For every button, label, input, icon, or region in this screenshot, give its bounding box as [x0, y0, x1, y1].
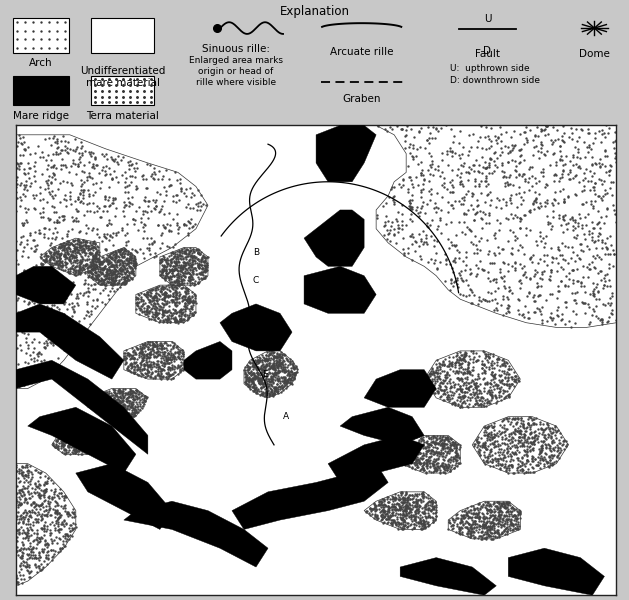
Polygon shape	[304, 210, 364, 266]
Text: A: A	[283, 412, 289, 421]
Polygon shape	[184, 341, 232, 379]
Bar	[91, 17, 154, 53]
Text: U:  upthrown side
D: downthrown side: U: upthrown side D: downthrown side	[450, 64, 540, 85]
Polygon shape	[16, 360, 148, 454]
Bar	[13, 76, 69, 106]
Polygon shape	[328, 436, 424, 482]
Text: D: D	[241, 332, 248, 341]
Text: C: C	[253, 276, 259, 285]
Text: U: U	[484, 14, 491, 24]
Text: B: B	[253, 248, 259, 257]
Polygon shape	[16, 266, 76, 304]
Bar	[13, 17, 69, 53]
Text: Enlarged area marks
origin or head of
rille where visible: Enlarged area marks origin or head of ri…	[189, 56, 283, 88]
Text: Arcuate rille: Arcuate rille	[330, 47, 393, 57]
Text: Explanation: Explanation	[279, 5, 350, 17]
Text: Undifferentiated
mare material: Undifferentiated mare material	[80, 65, 165, 88]
Text: Graben: Graben	[342, 94, 381, 104]
Polygon shape	[340, 407, 424, 445]
Text: Arch: Arch	[29, 58, 53, 68]
Polygon shape	[28, 407, 136, 473]
Polygon shape	[76, 464, 172, 529]
Bar	[91, 76, 154, 106]
Text: D: D	[484, 46, 491, 56]
Text: Sinuous rille:: Sinuous rille:	[202, 44, 270, 55]
Polygon shape	[220, 304, 292, 351]
Polygon shape	[364, 370, 437, 407]
Text: Terra material: Terra material	[86, 111, 159, 121]
Polygon shape	[316, 125, 376, 182]
Polygon shape	[16, 304, 124, 379]
Polygon shape	[124, 501, 268, 567]
Text: Mare ridge: Mare ridge	[13, 111, 69, 121]
Text: Dome: Dome	[579, 49, 610, 59]
Polygon shape	[304, 266, 376, 313]
Text: E: E	[262, 370, 267, 379]
Text: Fault: Fault	[475, 49, 500, 59]
Polygon shape	[232, 464, 388, 529]
Polygon shape	[400, 557, 496, 595]
Polygon shape	[508, 548, 604, 595]
